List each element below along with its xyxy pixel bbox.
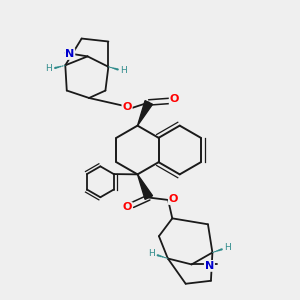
Text: O: O	[122, 102, 132, 112]
Polygon shape	[137, 100, 152, 126]
Text: O: O	[122, 202, 132, 212]
Text: N: N	[65, 49, 74, 59]
Text: H: H	[46, 64, 52, 74]
Text: O: O	[170, 94, 179, 104]
Text: N: N	[205, 261, 214, 271]
Text: H: H	[120, 66, 127, 75]
Text: H: H	[148, 249, 155, 258]
Text: O: O	[169, 194, 178, 204]
Polygon shape	[137, 174, 152, 200]
Text: H: H	[224, 243, 231, 252]
